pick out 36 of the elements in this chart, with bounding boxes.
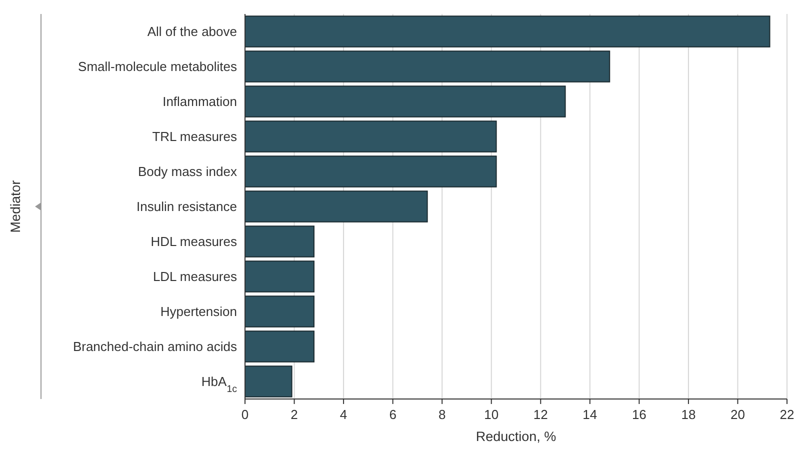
bar [244, 86, 566, 118]
x-tick-label: 14 [582, 407, 598, 422]
x-tick-label: 22 [780, 407, 794, 422]
y-tick-label: Body mass index [138, 164, 238, 179]
x-tick-label: 12 [533, 407, 548, 422]
y-tick-label: HbA$_{1c}$ [201, 374, 238, 394]
bar [244, 50, 610, 82]
y-tick-label: HDL measures [150, 234, 238, 249]
y-tick-label: Insulin resistance [136, 199, 237, 214]
bar [244, 120, 497, 152]
y-tick-label: TRL measures [152, 129, 238, 144]
y-axis-title: Mediator [8, 180, 23, 233]
x-tick-label: 20 [730, 407, 745, 422]
y-tick-label: All of the above [147, 24, 237, 39]
x-tick-label: 8 [438, 407, 446, 422]
y-tick-label: LDL measures [152, 269, 238, 284]
bar [244, 16, 770, 48]
y-tick-label: Inflammation [162, 94, 237, 109]
bar [244, 260, 314, 292]
x-tick-label: 16 [632, 407, 646, 422]
bar [244, 156, 497, 188]
y-tick-label: Small-molecule metabolites [78, 59, 238, 74]
bar [244, 366, 292, 398]
bar [244, 226, 314, 258]
x-tick-label: 2 [290, 407, 298, 422]
x-tick-label: 6 [389, 407, 396, 422]
x-axis-title: Reduction, % [476, 429, 556, 444]
y-tick-label: Branched-chain amino acids [72, 339, 238, 354]
bar [244, 330, 314, 362]
x-tick-label: 0 [241, 407, 249, 422]
x-tick-label: 10 [484, 407, 499, 422]
bar [244, 296, 314, 328]
x-tick-label: 4 [340, 407, 348, 422]
x-tick-label: 18 [681, 407, 696, 422]
bar [244, 190, 428, 222]
y-tick-label: Hypertension [160, 304, 237, 319]
